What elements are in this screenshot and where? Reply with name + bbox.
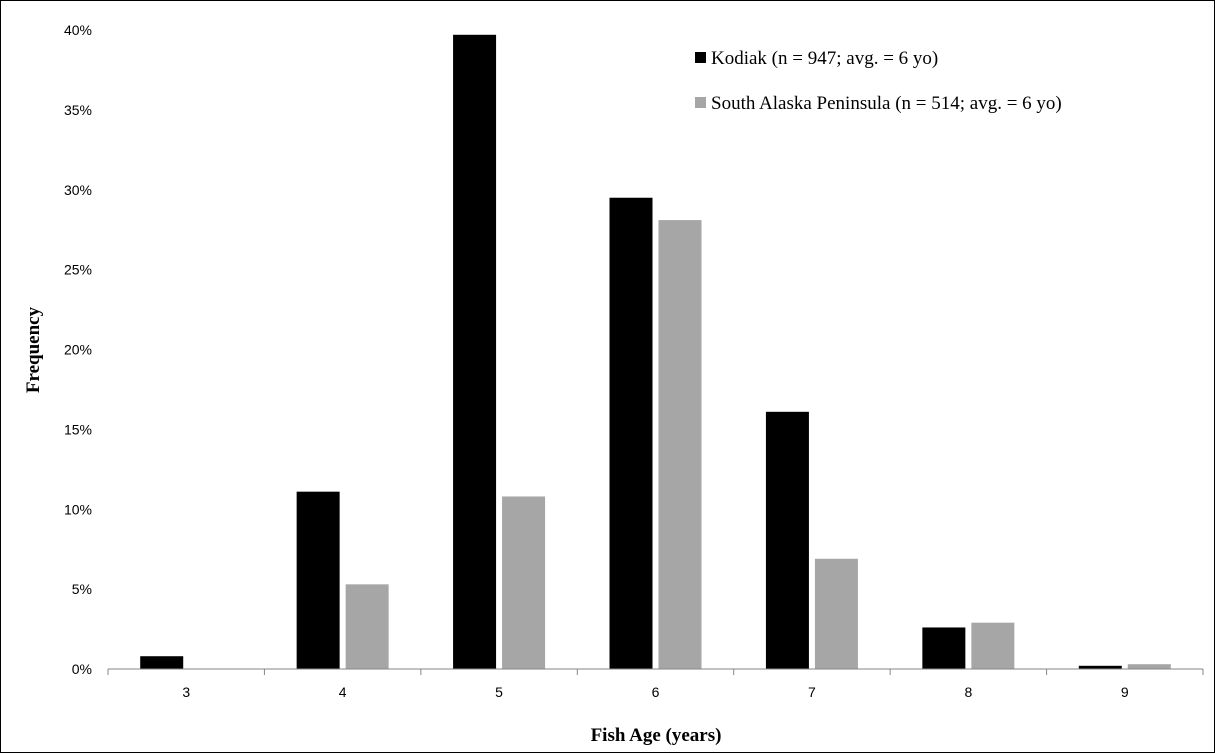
- y-axis-ticks: 0% 5% 10% 15% 20% 25% 30% 35% 40%: [64, 22, 92, 677]
- bar-kodiak-age-9: [1078, 665, 1122, 669]
- x-tick-label: 6: [652, 684, 660, 700]
- x-tick-label: 7: [808, 684, 816, 700]
- y-tick-label: 30%: [64, 182, 92, 198]
- y-tick-label: 20%: [64, 342, 92, 358]
- bar-kodiak-age-3: [140, 656, 184, 669]
- legend-swatch-kodiak: [695, 52, 706, 63]
- x-axis-title: Fish Age (years): [591, 725, 722, 746]
- y-tick-label: 35%: [64, 102, 92, 118]
- bar-kodiak-age-5: [453, 34, 497, 670]
- y-axis-title: Frequency: [23, 306, 44, 393]
- bar-south-alaska-peninsula-age-5: [502, 496, 546, 669]
- y-tick-label: 25%: [64, 262, 92, 278]
- bar-south-alaska-peninsula-age-4: [345, 584, 389, 669]
- x-tick-label: 5: [495, 684, 503, 700]
- bar-kodiak-age-6: [609, 197, 653, 670]
- legend: Kodiak (n = 947; avg. = 6 yo) South Alas…: [695, 48, 1062, 114]
- x-tick-label: 9: [1121, 684, 1129, 700]
- bars-group: [140, 34, 1171, 670]
- legend-swatch-south-alaska-peninsula: [695, 97, 706, 108]
- bar-kodiak-age-8: [922, 627, 966, 669]
- legend-label-kodiak: Kodiak (n = 947; avg. = 6 yo): [711, 48, 938, 69]
- bar-south-alaska-peninsula-age-9: [1127, 664, 1171, 669]
- x-tick-label: 8: [964, 684, 972, 700]
- bar-kodiak-age-4: [296, 491, 340, 669]
- y-tick-label: 5%: [72, 581, 92, 597]
- y-tick-label: 10%: [64, 501, 92, 517]
- y-tick-label: 0%: [72, 661, 92, 677]
- bar-south-alaska-peninsula-age-6: [658, 220, 702, 670]
- bar-south-alaska-peninsula-age-7: [814, 558, 858, 669]
- x-tick-label: 3: [182, 684, 190, 700]
- bar-kodiak-age-7: [765, 411, 809, 669]
- y-tick-label: 15%: [64, 421, 92, 437]
- bar-south-alaska-peninsula-age-8: [971, 622, 1015, 669]
- legend-label-south-alaska-peninsula: South Alaska Peninsula (n = 514; avg. = …: [711, 93, 1062, 114]
- y-tick-label: 40%: [64, 22, 92, 38]
- x-tick-label: 4: [339, 684, 347, 700]
- x-axis-ticks: 3 4 5 6 7 8 9: [107, 669, 1204, 700]
